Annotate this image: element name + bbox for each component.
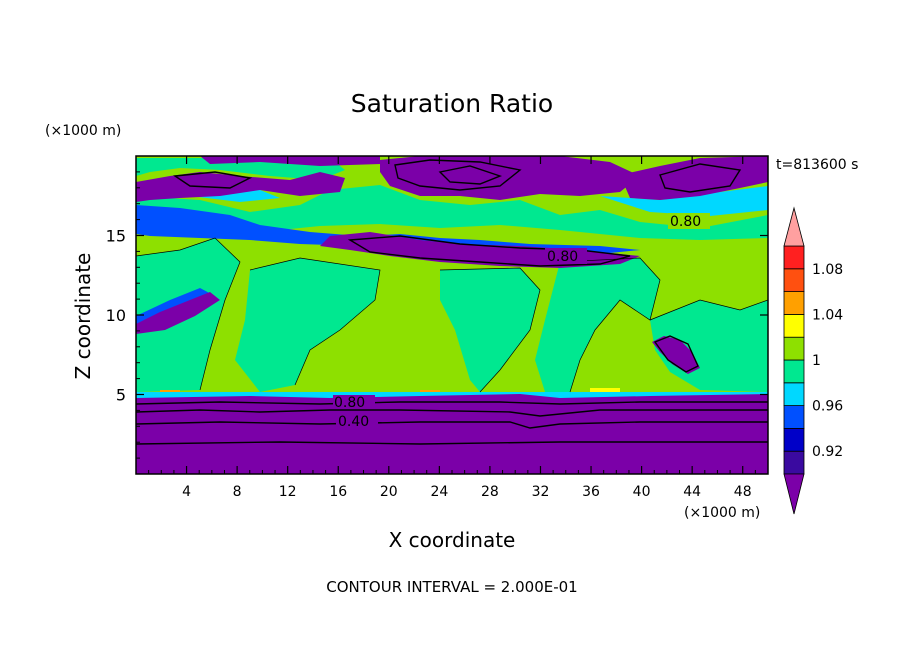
purple-right-blob — [652, 336, 700, 374]
contour-field: 0.80 0.80 0.80 0.40 — [136, 156, 768, 474]
time-label: t=813600 s — [776, 157, 858, 173]
purple-upper-left — [136, 172, 345, 202]
y-unit-label: (×1000 m) — [45, 123, 121, 139]
teal-region-center-left — [235, 258, 380, 392]
colorbar-tick-label: 0.92 — [812, 444, 843, 460]
colorbar-swatch — [783, 313, 805, 338]
teal-region-center-right — [535, 258, 660, 392]
colorbar-swatch — [783, 359, 805, 384]
x-tick-label: 40 — [633, 484, 651, 500]
colorbar-swatch — [783, 450, 805, 475]
colorbar-over-arrow — [783, 206, 805, 247]
colorbar-swatch — [783, 405, 805, 429]
x-axis-label: X coordinate — [389, 528, 516, 552]
chart-title: Saturation Ratio — [351, 89, 553, 118]
teal-region-right — [650, 300, 768, 392]
purple-upper-right — [620, 156, 768, 200]
colorbar-swatch — [783, 382, 805, 406]
colorbar-swatch — [783, 245, 805, 270]
x-tick-label: 4 — [182, 484, 191, 500]
y-tick-label: 5 — [116, 386, 126, 405]
x-tick-label: 36 — [582, 484, 600, 500]
contour-label-2: 0.80 — [547, 249, 578, 265]
yellow-fringe — [590, 388, 620, 394]
y-axis: 5 10 15 — [106, 171, 768, 459]
colorbar-swatch — [783, 427, 805, 452]
colorbar-tick-label: 1.04 — [812, 307, 843, 323]
x-unit-label: (×1000 m) — [684, 505, 760, 521]
x-tick-label: 48 — [734, 484, 752, 500]
x-tick-label: 8 — [233, 484, 242, 500]
x-tick-label: 24 — [430, 484, 448, 500]
x-tick-label: 44 — [683, 484, 701, 500]
contour-lines — [136, 159, 768, 445]
x-tick-label: 16 — [329, 484, 347, 500]
contour-lines-thin — [136, 237, 768, 393]
teal-region-center — [440, 268, 540, 392]
x-axis: 4 8 12 16 20 24 28 32 36 40 44 48 — [148, 156, 756, 500]
teal-band-upper — [136, 185, 768, 240]
cyan-surface-edge — [136, 392, 768, 398]
colorbar-tick-label: 1.08 — [812, 262, 843, 278]
colorbar-tick-label: 0.96 — [812, 399, 843, 415]
contour-label-4: 0.40 — [338, 414, 369, 430]
x-tick-label: 28 — [481, 484, 499, 500]
x-tick-label: 32 — [532, 484, 550, 500]
purple-left-streak — [136, 292, 220, 334]
x-tick-label: 12 — [279, 484, 297, 500]
colorbar-swatch — [783, 291, 805, 315]
x-tick-label: 20 — [380, 484, 398, 500]
contour-label-3: 0.80 — [334, 395, 365, 411]
cyan-fringe-right — [600, 186, 768, 216]
colorbar: 1.08 1.04 1 0.96 0.92 — [783, 206, 843, 515]
contour-label-1: 0.80 — [670, 214, 701, 230]
y-tick-label: 15 — [106, 227, 126, 246]
y-tick-label: 10 — [106, 306, 126, 325]
colorbar-swatch — [783, 268, 805, 292]
colorbar-swatch — [783, 336, 805, 361]
colorbar-under-arrow — [783, 473, 805, 515]
contour-interval-footer: CONTOUR INTERVAL = 2.000E-01 — [326, 578, 577, 596]
purple-lower-band — [136, 394, 768, 474]
purple-top-strip — [200, 156, 380, 166]
y-axis-label: Z coordinate — [71, 253, 95, 380]
colorbar-tick-label: 1 — [812, 353, 821, 369]
